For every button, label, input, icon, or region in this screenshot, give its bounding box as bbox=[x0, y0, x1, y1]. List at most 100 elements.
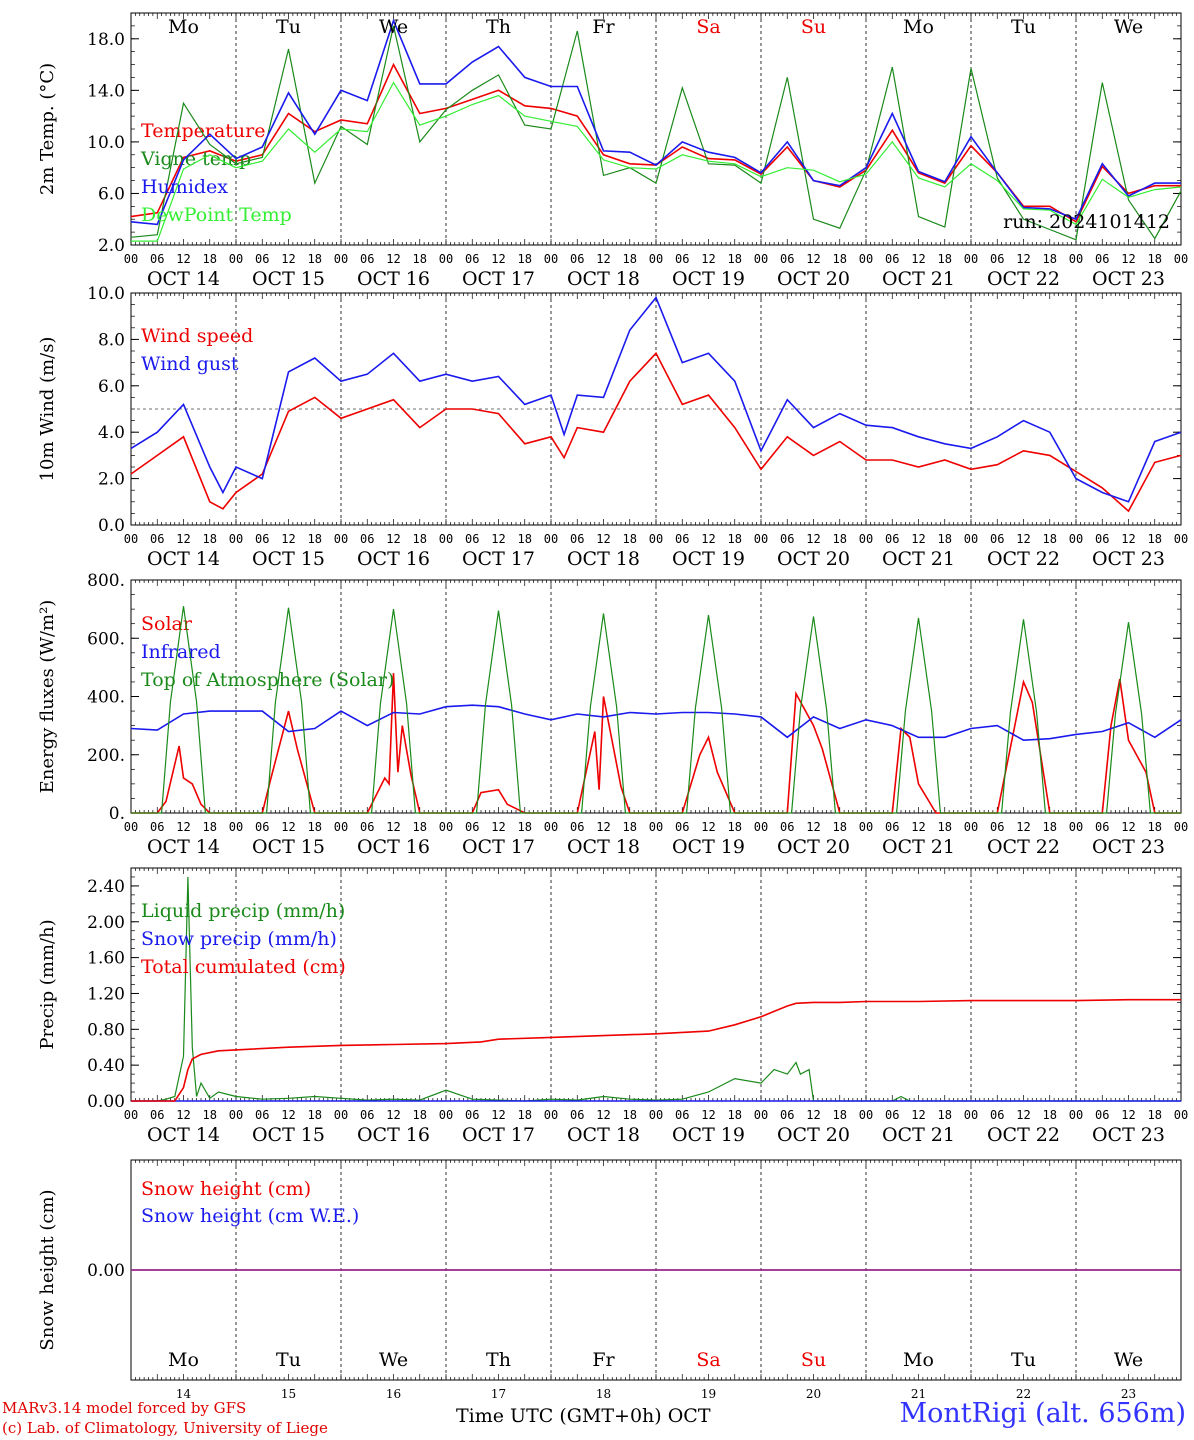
y-tick-label: 6.0 bbox=[98, 377, 125, 397]
hour-label: 06 bbox=[465, 532, 479, 546]
y-tick-label: 0.40 bbox=[87, 1056, 125, 1076]
date-label: OCT 21 bbox=[882, 836, 955, 858]
date-label: OCT 15 bbox=[252, 1124, 325, 1146]
hour-label: 18 bbox=[413, 532, 427, 546]
y-tick-label: 10.0 bbox=[87, 133, 125, 153]
date-label: OCT 20 bbox=[777, 548, 850, 570]
day-name-top: We bbox=[379, 16, 408, 38]
date-label: OCT 17 bbox=[462, 548, 535, 570]
date-label: OCT 14 bbox=[147, 1124, 220, 1146]
hour-label: 12 bbox=[281, 1108, 295, 1122]
y-tick-label: 0.80 bbox=[87, 1020, 125, 1040]
legend-entry: Temperature bbox=[141, 120, 265, 142]
hour-label: 06 bbox=[150, 252, 164, 266]
hour-label: 18 bbox=[308, 252, 322, 266]
day-name-top: We bbox=[1114, 16, 1143, 38]
y-tick-label: 10.0 bbox=[87, 284, 125, 304]
date-label: OCT 14 bbox=[147, 268, 220, 290]
hour-label: 12 bbox=[1016, 252, 1030, 266]
hour-label: 18 bbox=[833, 252, 847, 266]
y-tick-label: 2.40 bbox=[87, 877, 125, 897]
hour-label: 06 bbox=[255, 252, 269, 266]
y-tick-label: 0. bbox=[109, 804, 125, 824]
hour-label: 06 bbox=[465, 1108, 479, 1122]
date-label: OCT 20 bbox=[777, 836, 850, 858]
hour-label: 12 bbox=[596, 1108, 610, 1122]
hour-label: 00 bbox=[964, 252, 978, 266]
hour-label: 00 bbox=[334, 1108, 348, 1122]
hour-label: 12 bbox=[1121, 252, 1135, 266]
hour-label: 00 bbox=[439, 532, 453, 546]
hour-label: 18 bbox=[413, 1108, 427, 1122]
hour-label: 12 bbox=[806, 532, 820, 546]
legend-entry: Vigne temp bbox=[140, 148, 251, 170]
y-tick-label: 0.00 bbox=[87, 1092, 125, 1112]
hour-label: 00 bbox=[859, 820, 873, 834]
y-tick-label: 600. bbox=[87, 629, 125, 649]
y-tick-label: 0.00 bbox=[87, 1261, 125, 1281]
series-line-0-0 bbox=[130, 62, 1181, 223]
date-label: OCT 17 bbox=[462, 1124, 535, 1146]
hour-label: 18 bbox=[413, 820, 427, 834]
date-label: OCT 15 bbox=[252, 836, 325, 858]
y-axis-label: Snow height (cm) bbox=[37, 1189, 58, 1350]
hour-label: 18 bbox=[1148, 252, 1162, 266]
hour-label: 06 bbox=[1095, 1108, 1109, 1122]
hour-label: 12 bbox=[911, 1108, 925, 1122]
hour-label: 18 bbox=[728, 820, 742, 834]
hour-label: 06 bbox=[885, 252, 899, 266]
hour-label: 12 bbox=[176, 820, 190, 834]
hour-label: 12 bbox=[491, 252, 505, 266]
day-name-top: Th bbox=[486, 16, 511, 38]
hour-label: 18 bbox=[623, 252, 637, 266]
hour-label: 18 bbox=[623, 532, 637, 546]
hour-label: 00 bbox=[124, 820, 138, 834]
model-label: MARv3.14 model forced by GFS bbox=[2, 1399, 247, 1417]
hour-label: 06 bbox=[675, 252, 689, 266]
hour-label: 12 bbox=[911, 820, 925, 834]
hour-label: 00 bbox=[439, 1108, 453, 1122]
hour-label: 00 bbox=[229, 1108, 243, 1122]
hour-label: 18 bbox=[203, 820, 217, 834]
hour-label: 18 bbox=[938, 820, 952, 834]
date-label: OCT 22 bbox=[987, 548, 1060, 570]
hour-label: 12 bbox=[491, 532, 505, 546]
day-number: 16 bbox=[386, 1387, 401, 1401]
hour-label: 00 bbox=[439, 252, 453, 266]
date-label: OCT 18 bbox=[567, 1124, 640, 1146]
date-label: OCT 23 bbox=[1092, 268, 1165, 290]
day-name-bottom: Mo bbox=[903, 1349, 934, 1371]
date-label: OCT 21 bbox=[882, 548, 955, 570]
hour-label: 18 bbox=[518, 820, 532, 834]
day-name-top: Tu bbox=[1011, 16, 1036, 38]
y-tick-label: 18.0 bbox=[87, 30, 125, 50]
hour-label: 00 bbox=[544, 1108, 558, 1122]
hour-label: 00 bbox=[1069, 1108, 1083, 1122]
hour-label: 06 bbox=[570, 1108, 584, 1122]
hour-label: 00 bbox=[1069, 532, 1083, 546]
hour-label: 00 bbox=[964, 532, 978, 546]
day-name-bottom: Sa bbox=[696, 1349, 720, 1371]
date-label: OCT 16 bbox=[357, 268, 430, 290]
hour-label: 12 bbox=[596, 252, 610, 266]
day-name-top: Fr bbox=[592, 16, 615, 38]
series-line-2-0 bbox=[131, 673, 1181, 814]
hour-label: 00 bbox=[544, 532, 558, 546]
hour-label: 18 bbox=[518, 532, 532, 546]
date-label: OCT 18 bbox=[567, 268, 640, 290]
date-label: OCT 17 bbox=[462, 268, 535, 290]
legend-entry: Snow height (cm W.E.) bbox=[141, 1205, 359, 1227]
hour-label: 06 bbox=[465, 252, 479, 266]
date-label: OCT 19 bbox=[672, 548, 745, 570]
date-label: OCT 20 bbox=[777, 268, 850, 290]
y-tick-label: 6.0 bbox=[98, 184, 125, 204]
date-label: OCT 18 bbox=[567, 548, 640, 570]
hour-label: 00 bbox=[649, 532, 663, 546]
hour-label: 18 bbox=[1148, 1108, 1162, 1122]
legend-entry: Snow height (cm) bbox=[141, 1178, 311, 1200]
hour-label: 12 bbox=[176, 252, 190, 266]
legend-entry: Wind speed bbox=[141, 325, 253, 347]
day-name-bottom: Fr bbox=[592, 1349, 615, 1371]
hour-label: 00 bbox=[439, 820, 453, 834]
hour-label: 06 bbox=[780, 532, 794, 546]
